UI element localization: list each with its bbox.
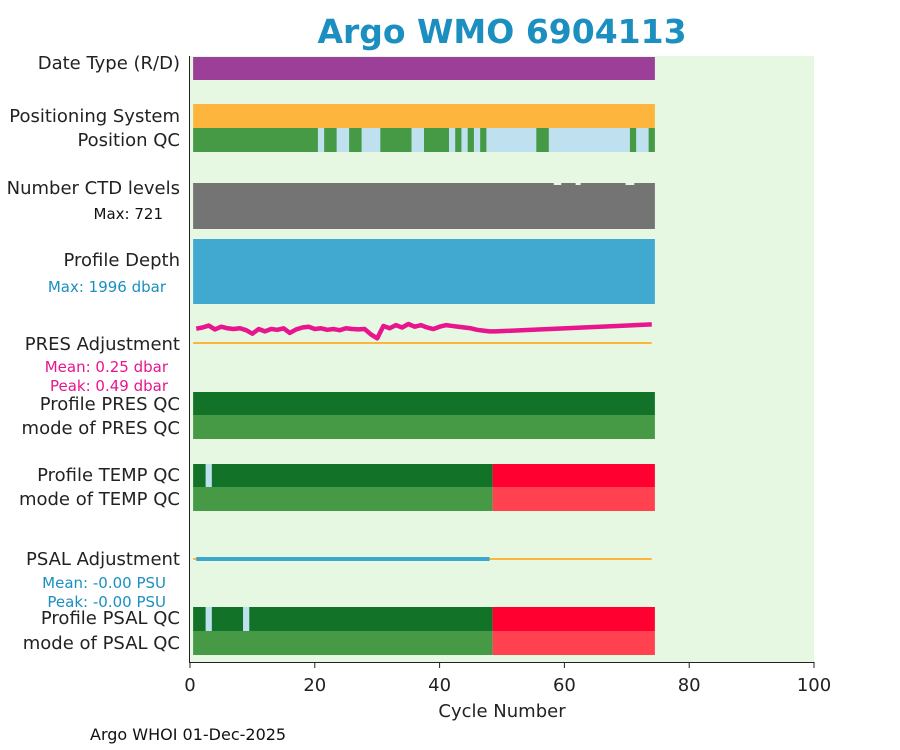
profile-psal-qc-segment-1 xyxy=(205,607,212,631)
x-tick-label-100: 100 xyxy=(797,675,831,696)
ctd-levels-notch-3 xyxy=(625,183,635,185)
label-psal-adjustment: PSAL Adjustment xyxy=(26,549,180,570)
mode-psal-qc-good-bar xyxy=(193,631,493,655)
psal-peak-label: Peak: -0.00 PSU xyxy=(47,593,166,611)
label-mode-pres-qc: mode of PRES QC xyxy=(22,418,180,439)
chart-title: Argo WMO 6904113 xyxy=(317,12,687,51)
x-tick-label-80: 80 xyxy=(678,675,701,696)
pres-adjustment-line xyxy=(195,321,652,341)
position-qc-segment-6 xyxy=(461,128,468,152)
line-layer xyxy=(193,321,652,561)
profile-psal-qc-segment-2 xyxy=(243,607,250,631)
ctd-levels-bar xyxy=(193,183,655,229)
x-tick-label-20: 20 xyxy=(303,675,326,696)
label-profile-depth: Profile Depth xyxy=(63,250,180,271)
date-type-bar xyxy=(193,57,655,80)
profile-temp-qc-good-bar xyxy=(193,464,493,487)
label-profile-pres-qc: Profile PRES QC xyxy=(40,394,180,415)
pres-mean-label: Mean: 0.25 dbar xyxy=(45,358,169,376)
profile-psal-qc-bad-bar xyxy=(492,607,655,631)
footer-credit: Argo WHOI 01-Dec-2025 xyxy=(90,725,287,744)
ctd-levels-notch-2 xyxy=(575,183,581,185)
mode-pres-qc-bar xyxy=(193,415,655,439)
label-position-qc: Position QC xyxy=(77,130,180,151)
label-number-ctd-levels: Number CTD levels xyxy=(7,178,180,199)
profile-temp-qc-segment-1 xyxy=(205,464,212,487)
profile-temp-qc-bad-bar xyxy=(492,464,655,487)
position-qc-segment-5 xyxy=(448,128,456,152)
pres-peak-label: Peak: 0.49 dbar xyxy=(50,377,169,395)
profile-pres-qc-bar xyxy=(193,392,655,415)
label-profile-psal-qc: Profile PSAL QC xyxy=(41,608,180,629)
label-mode-psal-qc: mode of PSAL QC xyxy=(23,633,180,654)
profile-depth-bar xyxy=(193,239,655,304)
position-qc-segment-4 xyxy=(411,128,424,152)
position-qc-segment-8 xyxy=(486,128,537,152)
position-qc-segment-9 xyxy=(548,128,630,152)
x-axis-label: Cycle Number xyxy=(438,701,566,722)
positioning-system-bar xyxy=(193,104,655,128)
psal-mean-label: Mean: -0.00 PSU xyxy=(42,574,166,592)
position-qc-segment-10 xyxy=(636,128,649,152)
mode-temp-qc-bad-bar xyxy=(492,487,655,511)
position-qc-segment-2 xyxy=(336,128,350,152)
ctd-max-label: Max: 721 xyxy=(94,205,163,223)
bar-layer xyxy=(193,57,655,655)
position-qc-segment-3 xyxy=(361,128,381,152)
mode-temp-qc-good-bar xyxy=(193,487,493,511)
label-pres-adjustment: PRES Adjustment xyxy=(25,334,180,355)
label-positioning-system: Positioning System xyxy=(9,106,180,127)
profile-psal-qc-good-bar xyxy=(193,607,493,631)
position-qc-segment-1 xyxy=(317,128,325,152)
axes xyxy=(189,56,814,663)
x-tick-label-40: 40 xyxy=(428,675,451,696)
ctd-levels-notch-1 xyxy=(553,183,562,185)
depth-max-label: Max: 1996 dbar xyxy=(48,278,167,296)
mode-psal-qc-bad-bar xyxy=(492,631,655,655)
position-qc-segment-7 xyxy=(473,128,481,152)
x-tick-label-0: 0 xyxy=(184,675,195,696)
label-profile-temp-qc: Profile TEMP QC xyxy=(37,465,180,486)
x-ticks: 0 20 40 60 80 100 xyxy=(184,662,831,696)
label-date-type: Date Type (R/D) xyxy=(38,53,180,74)
label-mode-temp-qc: mode of TEMP QC xyxy=(19,489,180,510)
x-tick-label-60: 60 xyxy=(553,675,576,696)
